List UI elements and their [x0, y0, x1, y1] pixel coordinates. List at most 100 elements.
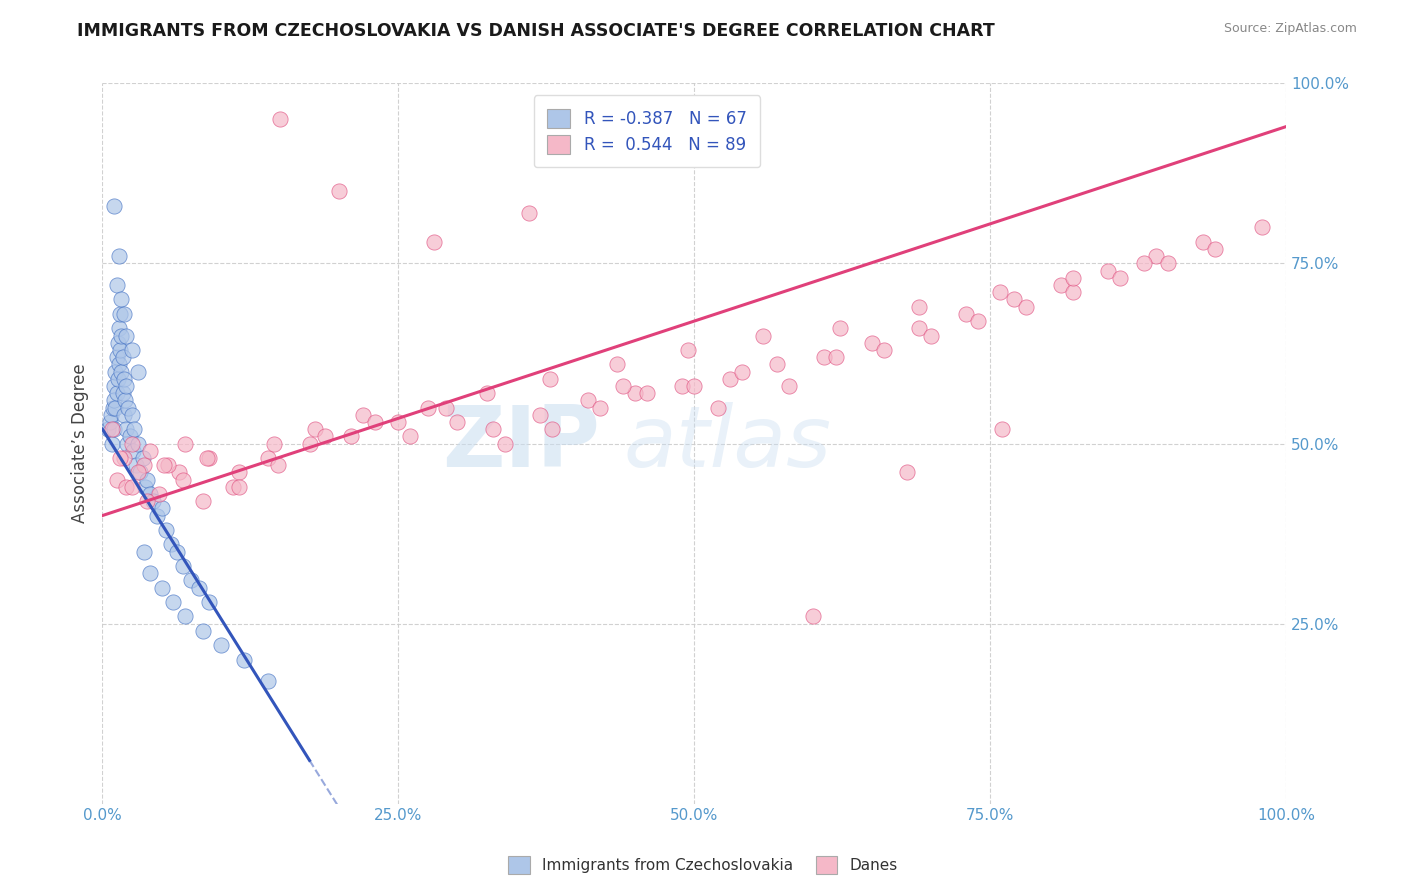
Point: [1097, 263, 1119, 277]
Point: [153, 458, 176, 472]
Point: [228, 480, 250, 494]
Point: [105, 350, 128, 364]
Point: [221, 480, 243, 494]
Point: [101, 422, 124, 436]
Point: [191, 494, 214, 508]
Point: [110, 364, 132, 378]
Point: [105, 278, 128, 293]
Point: [139, 566, 162, 581]
Point: [180, 574, 202, 588]
Point: [707, 401, 730, 415]
Point: [104, 364, 127, 378]
Point: [298, 436, 321, 450]
Point: [671, 379, 693, 393]
Point: [169, 466, 191, 480]
Point: [678, 343, 700, 357]
Point: [174, 609, 197, 624]
Point: [103, 199, 125, 213]
Point: [494, 436, 516, 450]
Point: [446, 415, 468, 429]
Point: [103, 393, 125, 408]
Point: [139, 443, 162, 458]
Point: [115, 328, 138, 343]
Point: [127, 364, 149, 378]
Point: [1251, 220, 1274, 235]
Point: [955, 307, 977, 321]
Point: [136, 494, 159, 508]
Point: [110, 293, 132, 307]
Point: [387, 415, 409, 429]
Point: [576, 393, 599, 408]
Point: [121, 343, 143, 357]
Point: [105, 386, 128, 401]
Point: [908, 321, 931, 335]
Point: [115, 480, 138, 494]
Point: [107, 335, 129, 350]
Point: [195, 450, 218, 465]
Point: [228, 466, 250, 480]
Point: [156, 458, 179, 472]
Point: [148, 487, 170, 501]
Point: [108, 450, 131, 465]
Point: [115, 422, 138, 436]
Point: [1002, 293, 1025, 307]
Point: [191, 624, 214, 638]
Point: [107, 372, 129, 386]
Point: [1109, 271, 1132, 285]
Point: [434, 401, 457, 415]
Point: [801, 609, 824, 624]
Point: [606, 357, 628, 371]
Point: [134, 480, 156, 494]
Point: [146, 508, 169, 523]
Y-axis label: Associate’s Degree: Associate’s Degree: [72, 364, 89, 524]
Point: [112, 372, 135, 386]
Point: [612, 379, 634, 393]
Point: [150, 581, 173, 595]
Point: [860, 335, 883, 350]
Point: [269, 112, 291, 127]
Point: [150, 501, 173, 516]
Point: [352, 408, 374, 422]
Point: [108, 321, 131, 335]
Point: [683, 379, 706, 393]
Point: [967, 314, 990, 328]
Point: [636, 386, 658, 401]
Point: [920, 328, 942, 343]
Point: [114, 393, 136, 408]
Point: [98, 415, 121, 429]
Point: [121, 480, 143, 494]
Point: [111, 386, 134, 401]
Point: [198, 450, 221, 465]
Point: [588, 401, 610, 415]
Point: [112, 450, 135, 465]
Point: [139, 487, 162, 501]
Point: [103, 379, 125, 393]
Point: [541, 422, 564, 436]
Point: [127, 466, 149, 480]
Point: [108, 249, 131, 263]
Point: [121, 436, 143, 450]
Point: [399, 429, 422, 443]
Point: [101, 401, 124, 415]
Point: [475, 386, 498, 401]
Point: [988, 285, 1011, 300]
Point: [1156, 256, 1178, 270]
Point: [108, 343, 131, 357]
Point: [172, 473, 194, 487]
Point: [101, 436, 124, 450]
Point: [118, 429, 141, 443]
Point: [132, 544, 155, 558]
Point: [340, 429, 363, 443]
Point: [112, 307, 135, 321]
Point: [1062, 285, 1084, 300]
Point: [117, 401, 139, 415]
Point: [105, 473, 128, 487]
Point: [263, 436, 285, 450]
Point: [1050, 278, 1073, 293]
Point: [730, 364, 752, 378]
Text: ZIP: ZIP: [441, 402, 599, 485]
Point: [1192, 235, 1215, 249]
Point: [1204, 242, 1226, 256]
Point: [363, 415, 385, 429]
Point: [131, 450, 153, 465]
